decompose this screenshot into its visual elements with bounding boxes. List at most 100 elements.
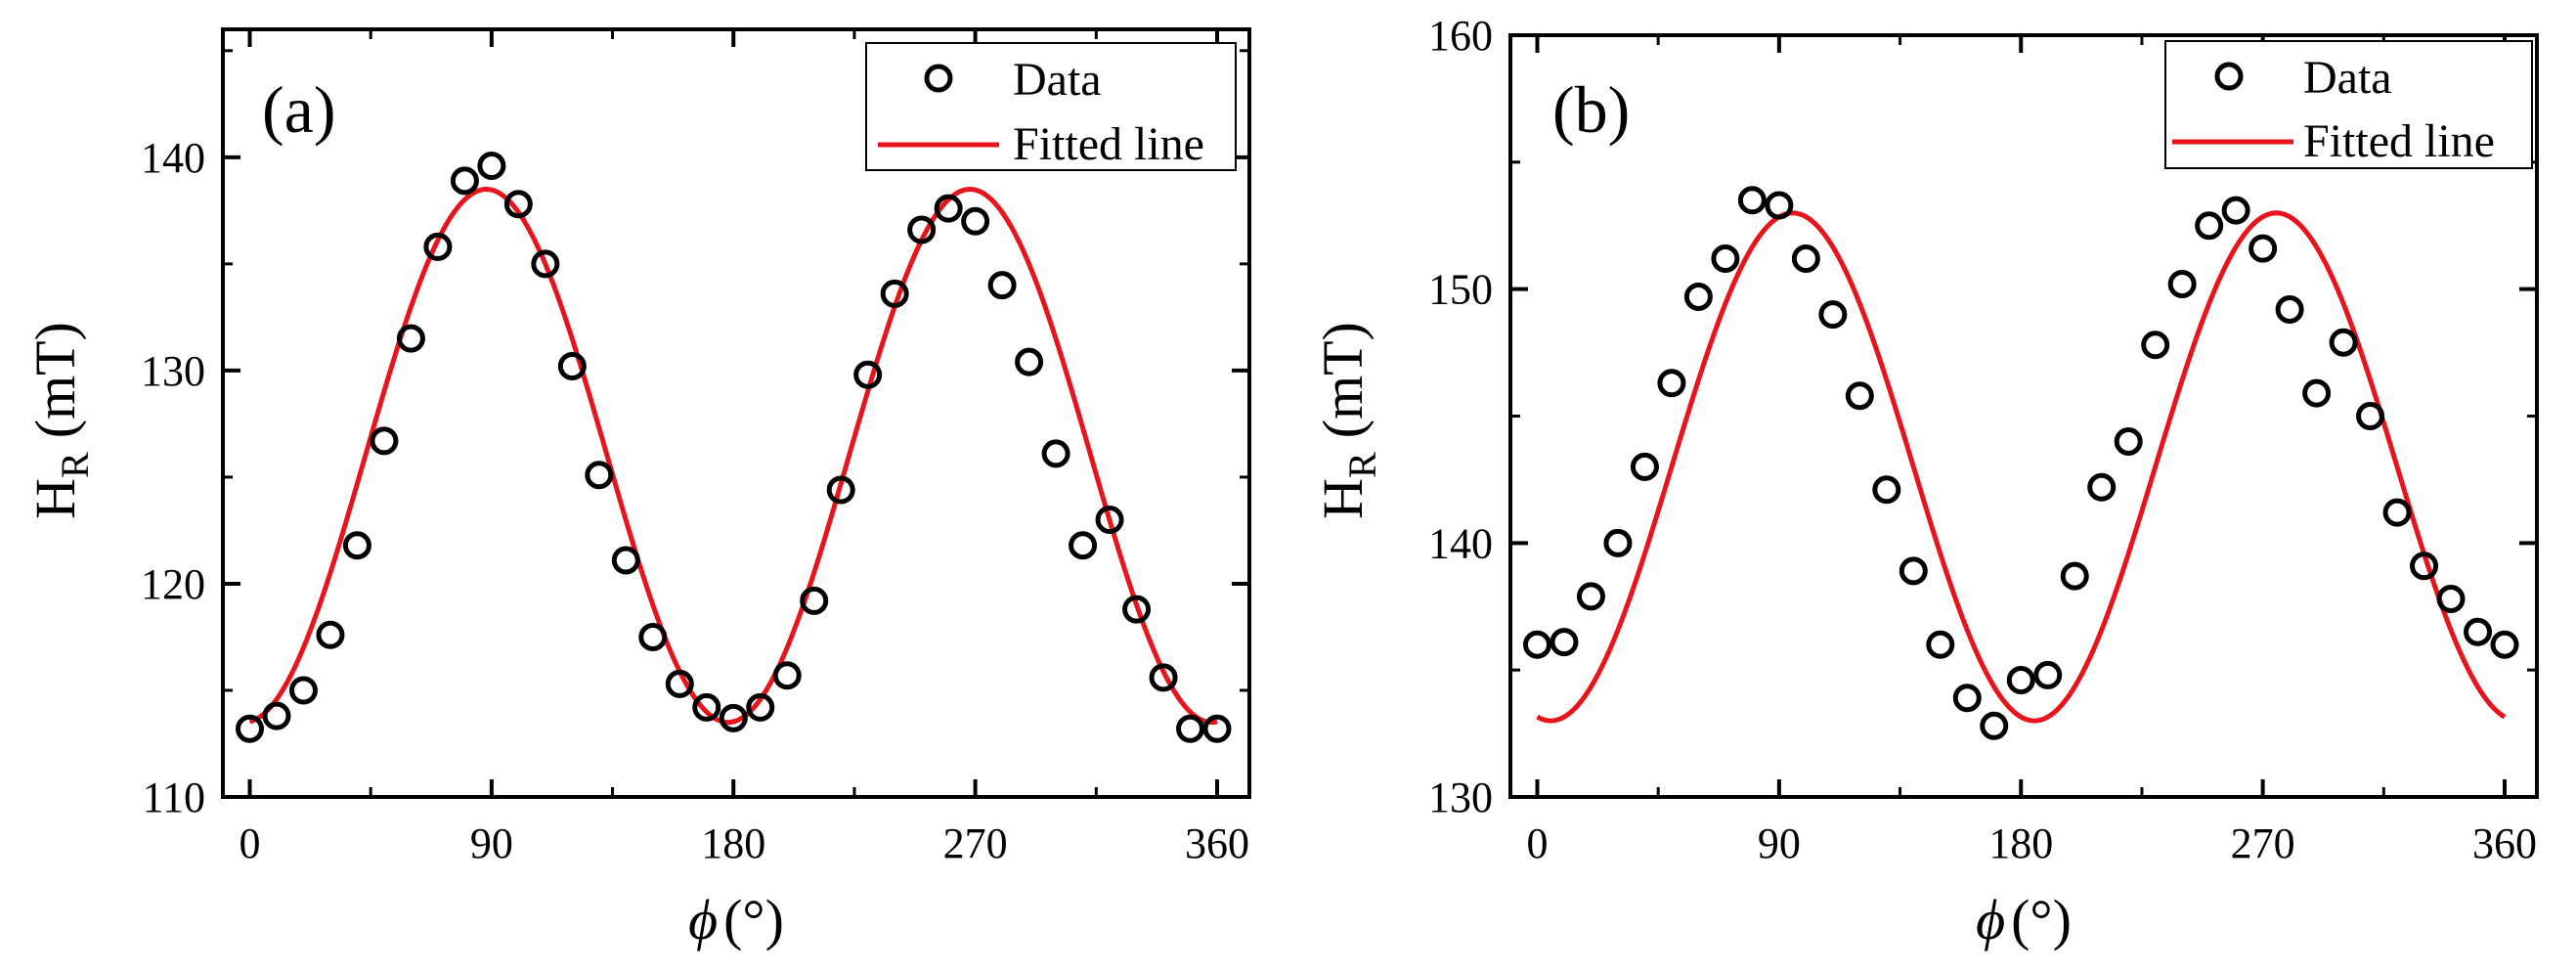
x-tick-label: 270 <box>2231 819 2295 867</box>
data-point <box>2410 552 2439 581</box>
y-tick-label: 140 <box>141 134 205 182</box>
data-point <box>423 232 453 261</box>
data-point <box>1657 369 1686 398</box>
x-tick-label: 360 <box>2472 819 2537 867</box>
axis-ticks: 0 90 180 270 360 130 140 150 160 <box>1428 12 2537 867</box>
y-tick-label: 130 <box>141 347 205 395</box>
data-point <box>450 166 479 196</box>
y-axis-label-unit: (mT) <box>23 322 87 438</box>
legend-fit-label: Fitted line <box>1013 118 1204 170</box>
data-point <box>1095 506 1124 535</box>
x-axis-unit: (°) <box>723 888 784 951</box>
data-point <box>396 324 425 353</box>
legend-data-marker <box>924 64 953 93</box>
data-point <box>2436 584 2466 613</box>
data-point <box>800 586 829 615</box>
data-point <box>1630 452 1659 481</box>
x-tick-label: 90 <box>470 819 513 867</box>
y-tick-label: 110 <box>143 773 205 821</box>
data-point <box>1818 300 1848 330</box>
y-tick-label: 130 <box>1428 773 1493 821</box>
y-tick-label: 140 <box>1428 519 1493 567</box>
fitted-line <box>1536 210 2507 724</box>
data-point <box>2382 498 2412 527</box>
data-point <box>1737 186 1767 215</box>
data-point <box>1683 282 1713 311</box>
x-tick-label: 180 <box>701 819 765 867</box>
data-point <box>1041 439 1070 468</box>
data-point <box>987 271 1017 300</box>
data-point <box>2195 211 2224 241</box>
fitted-line <box>248 187 1218 726</box>
data-point <box>1576 582 1605 611</box>
data-point <box>235 714 264 743</box>
data-point <box>2249 234 2278 263</box>
data-point <box>611 546 640 575</box>
x-tick-label: 180 <box>1988 819 2053 867</box>
data-point <box>342 531 371 560</box>
data-point <box>880 279 909 308</box>
x-axis-unit: (°) <box>2011 888 2072 951</box>
x-tick-label: 0 <box>1526 819 1548 867</box>
legend-box <box>865 42 1237 171</box>
data-point <box>1015 347 1044 376</box>
data-point <box>2087 472 2117 502</box>
data-point <box>1899 556 1928 586</box>
legend: Data Fitted line <box>865 42 1237 171</box>
data-point <box>1711 244 1740 274</box>
data-point <box>2490 630 2519 659</box>
y-axis-label-sub: R <box>1340 452 1384 478</box>
y-axis-label-main: H <box>1311 478 1375 519</box>
y-axis-label: HR (mT) <box>1311 322 1384 519</box>
data-point <box>2275 294 2304 324</box>
x-axis-symbol: ϕ <box>1976 888 2005 951</box>
panel-label: (b) <box>1552 72 1630 147</box>
data-point <box>961 206 990 236</box>
x-tick-label: 270 <box>943 819 1008 867</box>
x-tick-label: 90 <box>1758 819 1801 867</box>
legend: Data Fitted line <box>2164 40 2533 169</box>
data-point <box>1872 475 1901 505</box>
data-point <box>503 190 533 219</box>
data-point <box>1926 630 1955 659</box>
data-point <box>1122 595 1152 624</box>
x-tick-label: 0 <box>239 819 260 867</box>
data-point <box>2033 660 2063 689</box>
data-point <box>1845 381 1874 411</box>
data-point <box>1202 714 1232 743</box>
data-point <box>772 661 802 690</box>
data-point <box>1791 244 1820 274</box>
data-point <box>853 360 883 389</box>
legend-fit-label: Fitted line <box>2303 115 2495 167</box>
data-point <box>1176 714 1205 743</box>
data-point <box>2221 196 2250 225</box>
data-point <box>262 701 291 730</box>
data-point <box>288 676 318 705</box>
y-tick-label: 150 <box>1428 266 1493 314</box>
data-point <box>1765 191 1794 220</box>
data-point <box>692 692 721 722</box>
data-point <box>1952 684 1982 713</box>
x-axis-label: ϕ (°) <box>1976 888 2072 951</box>
data-point <box>2356 402 2385 430</box>
data-point <box>638 622 668 651</box>
data-point <box>719 703 748 732</box>
data-point <box>1550 628 1579 657</box>
legend-data-label: Data <box>1013 54 1102 106</box>
x-axis-symbol: ϕ <box>688 888 718 951</box>
data-point <box>907 215 937 244</box>
data-point <box>2329 328 2358 357</box>
data-point <box>1522 630 1551 659</box>
y-axis-label-unit: (mT) <box>1311 322 1375 438</box>
data-point <box>2464 617 2493 646</box>
x-axis-label: ϕ (°) <box>688 888 784 951</box>
data-point <box>2060 561 2089 591</box>
chart-panel-b: 0 90 180 270 360 130 140 150 160 (b) HR (mT) ϕ (°)… <box>1311 12 2539 951</box>
data-point <box>477 152 506 181</box>
y-axis-label-sub: R <box>53 452 97 478</box>
y-axis-label: HR (mT) <box>23 322 97 519</box>
data-point <box>665 669 694 698</box>
legend-data-marker <box>2214 62 2244 91</box>
data-point <box>2302 378 2332 408</box>
